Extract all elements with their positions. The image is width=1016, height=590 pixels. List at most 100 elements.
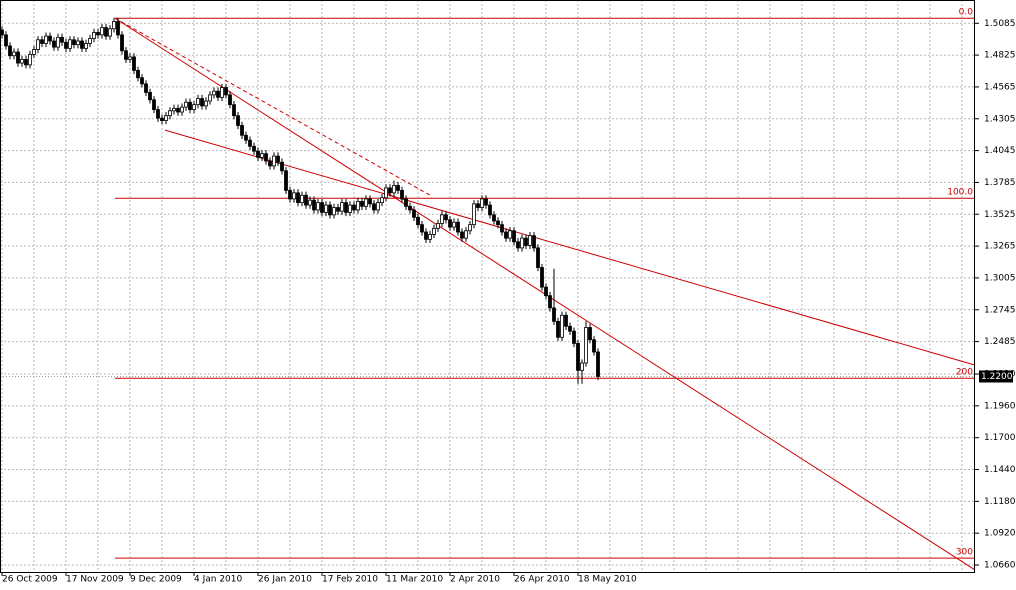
candle-body [560,314,564,338]
x-tick-label: 2 Apr 2010 [450,575,500,585]
candle-body [136,69,140,79]
candle-body [280,161,284,172]
candle-body [512,230,516,243]
candle-body [180,106,184,113]
candle-body [404,198,408,207]
candle-body [352,204,356,211]
x-tick-label: 26 Jan 2010 [258,575,312,585]
candle-body [408,205,412,211]
y-tick-label: 1.4565 [984,82,1016,92]
candle-body [388,187,392,194]
candle-body [64,41,68,49]
candle-body [224,87,228,96]
candle-body [220,87,224,98]
candle-body [420,224,424,233]
candle-body [68,39,72,49]
candle-body [484,198,488,206]
candle-body [460,231,464,239]
candle-body [316,202,320,211]
y-tick-label: 1.0660 [984,561,1016,571]
candle-body [12,51,16,57]
candle-body [124,50,128,60]
candle-body [296,192,300,204]
candle-body [564,314,568,327]
candle-body [524,237,528,246]
y-tick-label: 1.1440 [984,465,1016,475]
candle-body [532,235,536,249]
candle-body [372,203,376,211]
candle-body [80,40,84,49]
candle-body [556,320,560,338]
fib-level-label: 300 [956,548,973,558]
candle-body [244,134,248,141]
candle-body [148,92,152,101]
candle-body [56,36,60,48]
candle-body [140,77,144,85]
candle-body [540,267,544,288]
last-price-box [979,370,1013,383]
candle-body [472,203,476,226]
candle-body [32,49,36,55]
candle-body [440,214,444,224]
candle-body [228,94,232,106]
candle-body [516,241,520,249]
candle-body [100,27,104,36]
candle-body [272,155,276,167]
candle-body [320,202,324,213]
candle-body [248,139,252,147]
candle-body [24,58,28,66]
y-tick-label: 1.3525 [984,210,1016,220]
candle-body [324,204,328,213]
candle-body [52,40,56,48]
candle-body [428,234,432,240]
candle-body [196,98,200,106]
candle-body [276,155,280,163]
candle-body [240,125,244,136]
candle-body [152,99,156,110]
candle-body [380,197,384,204]
y-tick-label: 1.3265 [984,242,1016,252]
fib-level-label: 200 [956,368,973,378]
candle-body [308,199,312,206]
candle-body [200,98,204,107]
candle-body [444,214,448,221]
candle-body [396,185,400,191]
candle-body [448,219,452,228]
candle-body [288,189,292,200]
candle-body [504,231,508,239]
candle-body [76,40,80,46]
candle-body [304,194,308,206]
candle-body [588,327,592,341]
candle-body [260,153,264,158]
candle-body [104,27,108,37]
candle-body [432,227,436,235]
candle-body [8,45,12,57]
y-tick-label: 1.1180 [984,497,1016,507]
trend-line [164,129,976,366]
y-tick-label: 1.2745 [984,305,1016,315]
y-tick-label: 1.0920 [984,529,1016,539]
candle-body [592,339,596,353]
candle-body [356,200,360,211]
candle-body [172,107,176,112]
candle-body [204,100,208,107]
last-price-label: 1.2200 [981,372,1013,382]
candle-body [300,194,304,204]
candle-body [400,189,404,200]
candle-body [480,198,484,208]
fib-level-label: 0.0 [959,8,974,18]
candle-body [184,101,188,108]
candle-body [116,21,120,36]
candle-body [416,216,420,226]
trend-line [114,17,431,196]
x-tick-label: 17 Nov 2009 [66,575,124,585]
candle-body [160,117,164,121]
candle-body [164,115,168,121]
x-tick-label: 17 Feb 2010 [322,575,378,585]
candle-body [584,327,588,364]
candle-body [552,307,556,322]
candle-body [92,32,96,39]
candle-body [496,220,500,226]
